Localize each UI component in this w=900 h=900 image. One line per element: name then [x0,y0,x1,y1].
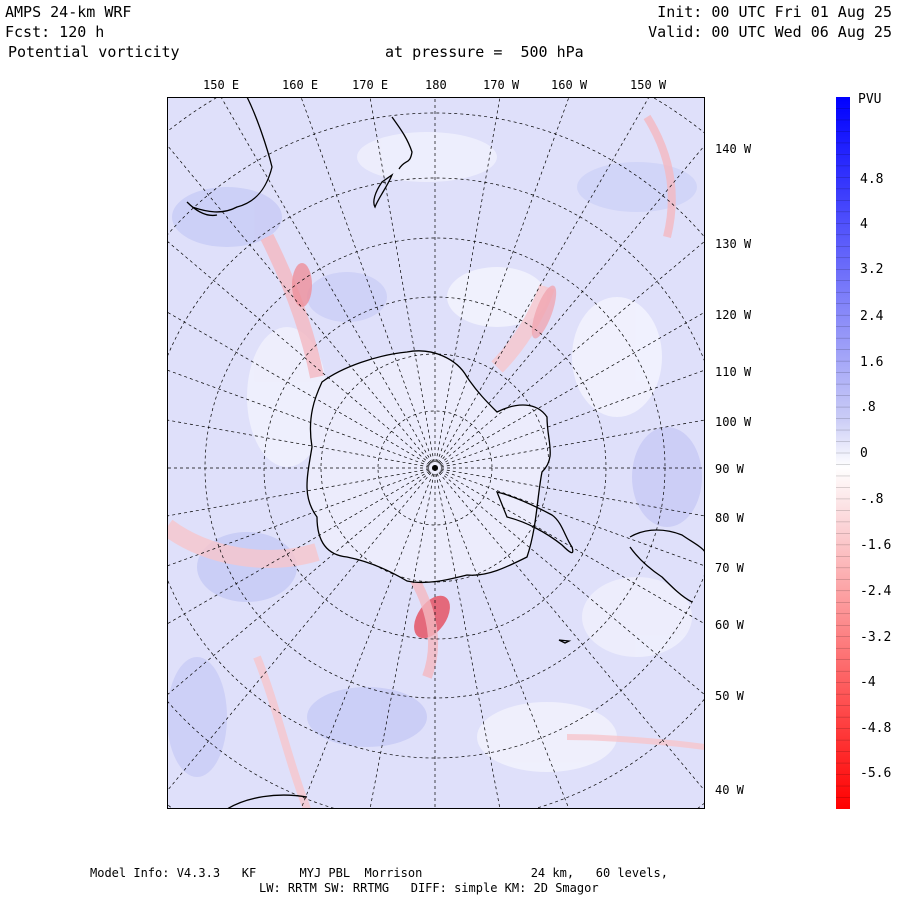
init-time: Init: 00 UTC Fri 01 Aug 25 [657,3,892,21]
lon-label-140w: 140 W [715,142,752,156]
colorbar-tick: 4.8 [860,172,884,187]
colorbar-tick: .8 [860,400,876,415]
lon-label-130w: 130 W [715,237,752,251]
model-info-line2: LW: RRTM SW: RRTMG DIFF: simple KM: 2D S… [259,881,599,895]
lon-label-120w: 120 W [715,308,752,322]
lon-label-150e: 150 E [203,78,240,92]
lon-label-150w: 150 W [630,78,667,92]
south-america-coast [629,529,705,603]
colorbar-tick: 3.2 [860,262,884,277]
lon-label-160e: 160 E [282,78,319,92]
colorbar-tick: -3.2 [860,630,892,645]
forecast-hour: Fcst: 120 h [5,23,105,41]
colorbar-tick: -2.4 [860,584,892,599]
colorbar-tick: -5.6 [860,766,892,781]
australia-coast [186,97,273,217]
lon-label-80w: 80 W [715,511,744,525]
map-border [167,97,705,809]
new-zealand [373,116,413,209]
lon-label-40w: 40 W [715,783,744,797]
lon-label-90w: 90 W [715,462,744,476]
lon-label-180: 180 [425,78,447,92]
colorbar-tick: -.8 [860,492,884,507]
model-title: AMPS 24-km WRF [5,3,132,21]
lon-label-50w: 50 W [715,689,744,703]
colorbar-tick: 4 [860,217,868,232]
lon-label-60w: 60 W [715,618,744,632]
colorbar-unit: PVU [858,92,882,107]
colorbar [836,97,850,809]
colorbar-tick: -1.6 [860,538,892,553]
pressure-level: at pressure = 500 hPa [385,43,584,61]
south-georgia [558,639,572,644]
colorbar-tick: 1.6 [860,355,884,370]
colorbar-tick: -4.8 [860,721,892,736]
lon-label-170e: 170 E [352,78,389,92]
lon-label-110w: 110 W [715,365,752,379]
valid-time: Valid: 00 UTC Wed 06 Aug 25 [648,23,892,41]
colorbar-tick: 2.4 [860,309,884,324]
lon-label-100w: 100 W [715,415,752,429]
model-info-line1: Model Info: V4.3.3 KF MYJ PBL Morrison 2… [90,866,668,880]
potential-vorticity-map [167,97,705,809]
lon-label-70w: 70 W [715,561,744,575]
lon-label-170w: 170 W [483,78,520,92]
lon-label-160w: 160 W [551,78,588,92]
colorbar-tick: -4 [860,675,876,690]
graticule [167,97,705,809]
variable-name: Potential vorticity [8,43,180,61]
colorbar-tick: 0 [860,446,868,461]
